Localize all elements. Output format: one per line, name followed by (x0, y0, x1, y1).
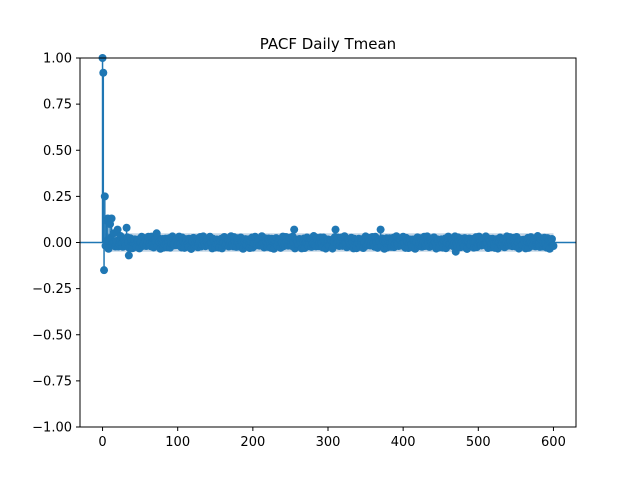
pacf-point (124, 251, 133, 260)
y-tick-label: 0.50 (43, 144, 72, 159)
pacf-point (99, 68, 108, 77)
chart-title: PACF Daily Tmean (260, 35, 396, 53)
pacf-point (122, 223, 131, 232)
y-tick-label: 0.25 (43, 190, 72, 205)
x-tick-label: 300 (316, 435, 341, 450)
pacf-point (113, 225, 122, 234)
x-tick-label: 200 (240, 435, 265, 450)
y-tick-label: −0.25 (32, 282, 72, 297)
pacf-point (549, 242, 558, 251)
y-tick-label: −0.75 (32, 374, 72, 389)
pacf-point (100, 192, 109, 201)
plot-area (80, 54, 576, 275)
y-axis: −1.00 −0.75 −0.50 −0.25 0.00 0.25 0.50 0.75 1.00 (32, 52, 80, 436)
y-tick-label: −0.50 (32, 328, 72, 343)
y-tick-label: 1.00 (43, 52, 72, 67)
pacf-point (547, 234, 556, 243)
markers (98, 54, 558, 275)
x-tick-label: 400 (391, 435, 416, 450)
x-tick-label: 500 (466, 435, 491, 450)
x-tick-label: 100 (165, 435, 190, 450)
pacf-point (331, 225, 340, 234)
pacf-point (376, 225, 385, 234)
pacf-point (107, 214, 116, 223)
x-tick-label: 0 (98, 435, 106, 450)
x-tick-label: 600 (541, 435, 566, 450)
pacf-point (100, 266, 109, 275)
y-tick-label: 0.75 (43, 98, 72, 113)
y-tick-label: −1.00 (32, 421, 72, 436)
y-tick-label: 0.00 (43, 236, 72, 251)
x-axis: 0 100 200 300 400 500 600 (98, 427, 566, 450)
pacf-point (290, 225, 299, 234)
